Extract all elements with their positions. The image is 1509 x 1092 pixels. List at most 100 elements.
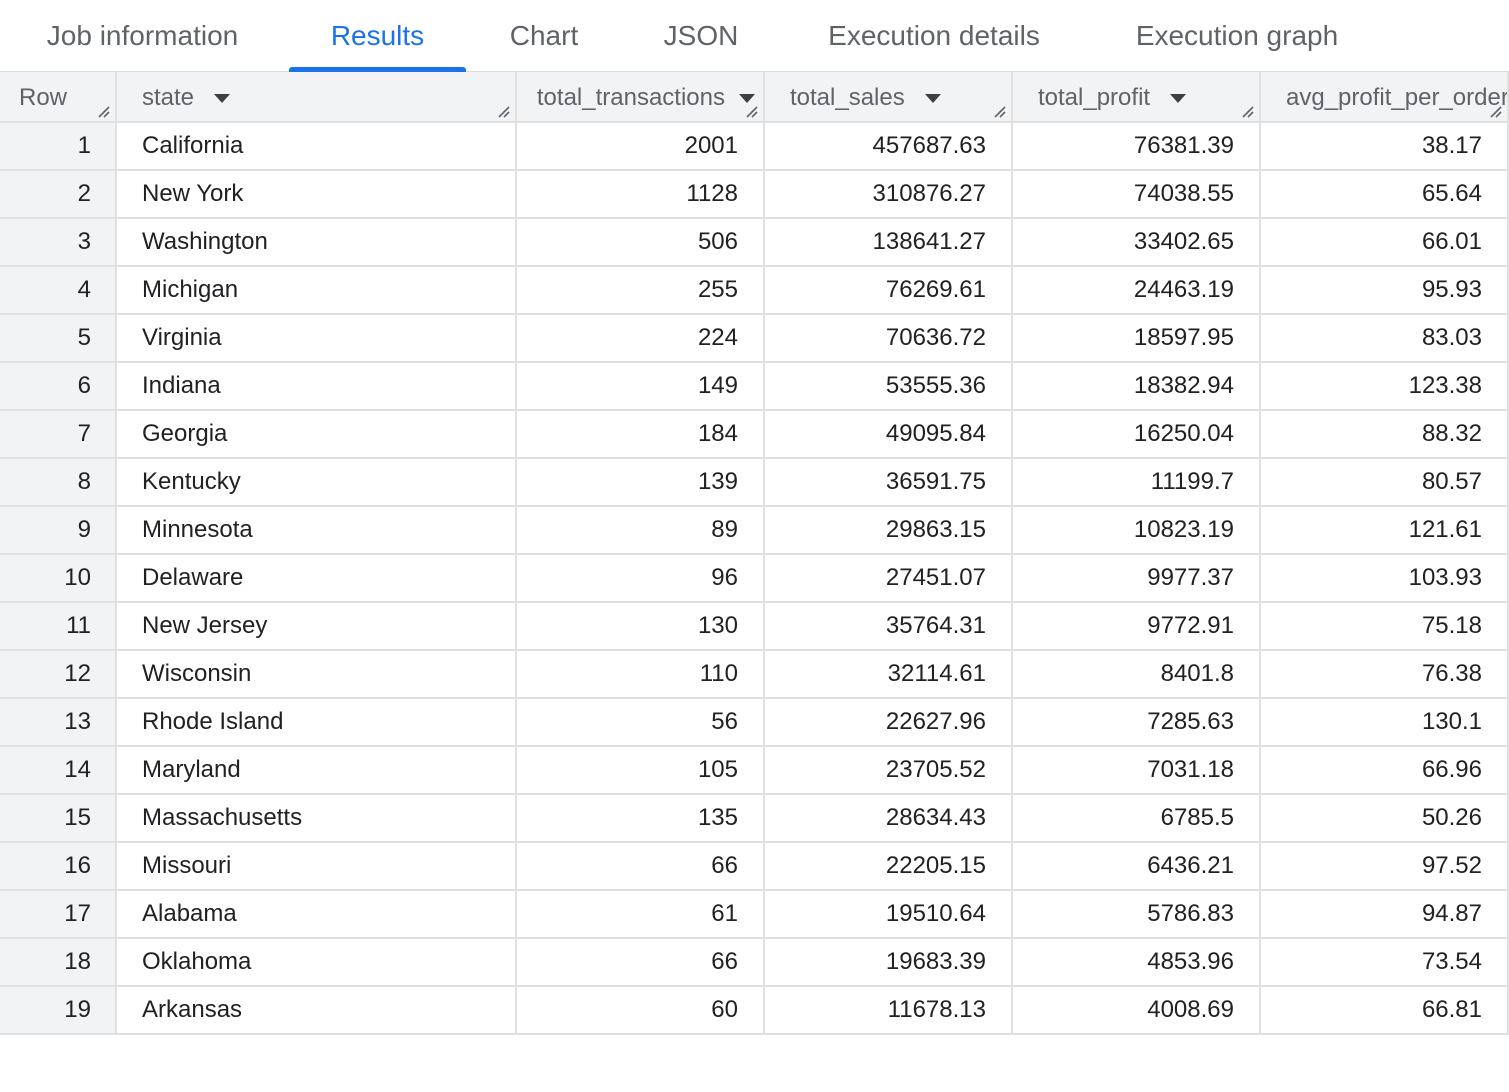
sort-menu-arrow-icon[interactable] bbox=[1170, 94, 1187, 104]
total-profit-cell: 18382.94 bbox=[1012, 362, 1261, 411]
row-number-cell: 15 bbox=[0, 794, 117, 843]
total-transactions-cell: 56 bbox=[516, 698, 765, 747]
state-cell: Massachusetts bbox=[116, 794, 517, 843]
table-row[interactable]: 9 Minnesota 89 29863.15 10823.19 121.61 bbox=[0, 506, 1509, 555]
total-transactions-cell: 61 bbox=[516, 890, 765, 939]
column-resize-handle-icon[interactable] bbox=[742, 102, 758, 118]
total-transactions-cell: 149 bbox=[516, 362, 765, 411]
total-profit-cell: 18597.95 bbox=[1012, 314, 1261, 363]
avg-profit-per-order-cell: 80.57 bbox=[1260, 458, 1509, 507]
row-number-cell: 6 bbox=[0, 362, 117, 411]
results-table: Row state total_transactions total_sales… bbox=[0, 72, 1509, 1035]
total-profit-cell: 9772.91 bbox=[1012, 602, 1261, 651]
sort-menu-arrow-icon[interactable] bbox=[924, 94, 941, 104]
column-header-label: state bbox=[142, 84, 195, 111]
row-number-cell: 16 bbox=[0, 842, 117, 891]
results-grid[interactable]: Row state total_transactions total_sales… bbox=[0, 72, 1509, 1092]
state-cell: Delaware bbox=[116, 554, 517, 603]
avg-profit-per-order-cell: 123.38 bbox=[1260, 362, 1509, 411]
column-header-total-sales[interactable]: total_sales bbox=[764, 72, 1013, 123]
column-header-content: total_transactions bbox=[537, 84, 755, 112]
total-sales-cell: 23705.52 bbox=[764, 746, 1013, 795]
column-resize-handle-icon[interactable] bbox=[94, 102, 110, 118]
total-profit-cell: 74038.55 bbox=[1012, 170, 1261, 219]
table-row[interactable]: 12 Wisconsin 110 32114.61 8401.8 76.38 bbox=[0, 650, 1509, 699]
total-transactions-cell: 105 bbox=[516, 746, 765, 795]
column-resize-handle-icon[interactable] bbox=[494, 102, 510, 118]
sort-menu-arrow-icon[interactable] bbox=[739, 94, 755, 104]
total-sales-cell: 32114.61 bbox=[764, 650, 1013, 699]
table-row[interactable]: 16 Missouri 66 22205.15 6436.21 97.52 bbox=[0, 842, 1509, 891]
state-cell: New Jersey bbox=[116, 602, 517, 651]
tab-chart[interactable]: Chart bbox=[509, 20, 579, 51]
avg-profit-per-order-cell: 66.81 bbox=[1260, 986, 1509, 1035]
column-resize-handle-icon[interactable] bbox=[1486, 102, 1502, 118]
table-row[interactable]: 8 Kentucky 139 36591.75 11199.7 80.57 bbox=[0, 458, 1509, 507]
column-resize-handle-icon[interactable] bbox=[1238, 102, 1254, 118]
total-sales-cell: 310876.27 bbox=[764, 170, 1013, 219]
total-sales-cell: 19510.64 bbox=[764, 890, 1013, 939]
total-profit-cell: 9977.37 bbox=[1012, 554, 1261, 603]
table-body: 1 California 2001 457687.63 76381.39 38.17 2 Ne… bbox=[0, 122, 1509, 1035]
total-profit-cell: 10823.19 bbox=[1012, 506, 1261, 555]
column-header-content: total_sales bbox=[790, 84, 941, 112]
state-cell: Michigan bbox=[116, 266, 517, 315]
table-row[interactable]: 15 Massachusetts 135 28634.43 6785.5 50.26 bbox=[0, 794, 1509, 843]
row-number-cell: 4 bbox=[0, 266, 117, 315]
row-number-cell: 10 bbox=[0, 554, 117, 603]
avg-profit-per-order-cell: 88.32 bbox=[1260, 410, 1509, 459]
row-number-cell: 13 bbox=[0, 698, 117, 747]
column-header-total-transactions[interactable]: total_transactions bbox=[516, 72, 765, 123]
column-header-total-profit[interactable]: total_profit bbox=[1012, 72, 1261, 123]
tab-job-information[interactable]: Job information bbox=[46, 20, 239, 51]
column-resize-handle-icon[interactable] bbox=[990, 102, 1006, 118]
total-sales-cell: 70636.72 bbox=[764, 314, 1013, 363]
table-row[interactable]: 19 Arkansas 60 11678.13 4008.69 66.81 bbox=[0, 986, 1509, 1035]
sort-menu-arrow-icon[interactable] bbox=[214, 94, 231, 104]
table-row[interactable]: 1 California 2001 457687.63 76381.39 38.17 bbox=[0, 122, 1509, 171]
total-profit-cell: 7031.18 bbox=[1012, 746, 1261, 795]
column-header-row[interactable]: Row bbox=[0, 72, 117, 123]
total-sales-cell: 27451.07 bbox=[764, 554, 1013, 603]
row-number-cell: 18 bbox=[0, 938, 117, 987]
total-sales-cell: 53555.36 bbox=[764, 362, 1013, 411]
avg-profit-per-order-cell: 94.87 bbox=[1260, 890, 1509, 939]
table-row[interactable]: 13 Rhode Island 56 22627.96 7285.63 130.1 bbox=[0, 698, 1509, 747]
table-row[interactable]: 14 Maryland 105 23705.52 7031.18 66.96 bbox=[0, 746, 1509, 795]
total-sales-cell: 22627.96 bbox=[764, 698, 1013, 747]
table-row[interactable]: 3 Washington 506 138641.27 33402.65 66.01 bbox=[0, 218, 1509, 267]
avg-profit-per-order-cell: 130.1 bbox=[1260, 698, 1509, 747]
avg-profit-per-order-cell: 75.18 bbox=[1260, 602, 1509, 651]
total-profit-cell: 24463.19 bbox=[1012, 266, 1261, 315]
tab-json[interactable]: JSON bbox=[663, 20, 739, 51]
table-row[interactable]: 2 New York 1128 310876.27 74038.55 65.64 bbox=[0, 170, 1509, 219]
total-profit-cell: 76381.39 bbox=[1012, 122, 1261, 171]
tab-execution-details[interactable]: Execution details bbox=[828, 20, 1040, 51]
column-header-avg-profit-per-order[interactable]: avg_profit_per_order bbox=[1260, 72, 1509, 123]
table-row[interactable]: 10 Delaware 96 27451.07 9977.37 103.93 bbox=[0, 554, 1509, 603]
table-row[interactable]: 4 Michigan 255 76269.61 24463.19 95.93 bbox=[0, 266, 1509, 315]
avg-profit-per-order-cell: 97.52 bbox=[1260, 842, 1509, 891]
table-row[interactable]: 17 Alabama 61 19510.64 5786.83 94.87 bbox=[0, 890, 1509, 939]
row-number-cell: 7 bbox=[0, 410, 117, 459]
total-profit-cell: 7285.63 bbox=[1012, 698, 1261, 747]
avg-profit-per-order-cell: 95.93 bbox=[1260, 266, 1509, 315]
tab-execution-graph[interactable]: Execution graph bbox=[1135, 20, 1339, 51]
total-transactions-cell: 255 bbox=[516, 266, 765, 315]
table-row[interactable]: 7 Georgia 184 49095.84 16250.04 88.32 bbox=[0, 410, 1509, 459]
avg-profit-per-order-cell: 50.26 bbox=[1260, 794, 1509, 843]
active-tab-indicator bbox=[289, 67, 466, 72]
table-row[interactable]: 5 Virginia 224 70636.72 18597.95 83.03 bbox=[0, 314, 1509, 363]
column-header-state[interactable]: state bbox=[116, 72, 517, 123]
table-row[interactable]: 18 Oklahoma 66 19683.39 4853.96 73.54 bbox=[0, 938, 1509, 987]
total-transactions-cell: 96 bbox=[516, 554, 765, 603]
avg-profit-per-order-cell: 83.03 bbox=[1260, 314, 1509, 363]
state-cell: Rhode Island bbox=[116, 698, 517, 747]
total-profit-cell: 4853.96 bbox=[1012, 938, 1261, 987]
total-transactions-cell: 89 bbox=[516, 506, 765, 555]
tab-results[interactable]: Results bbox=[330, 20, 425, 51]
table-row[interactable]: 11 New Jersey 130 35764.31 9772.91 75.18 bbox=[0, 602, 1509, 651]
table-row[interactable]: 6 Indiana 149 53555.36 18382.94 123.38 bbox=[0, 362, 1509, 411]
avg-profit-per-order-cell: 103.93 bbox=[1260, 554, 1509, 603]
total-transactions-cell: 184 bbox=[516, 410, 765, 459]
